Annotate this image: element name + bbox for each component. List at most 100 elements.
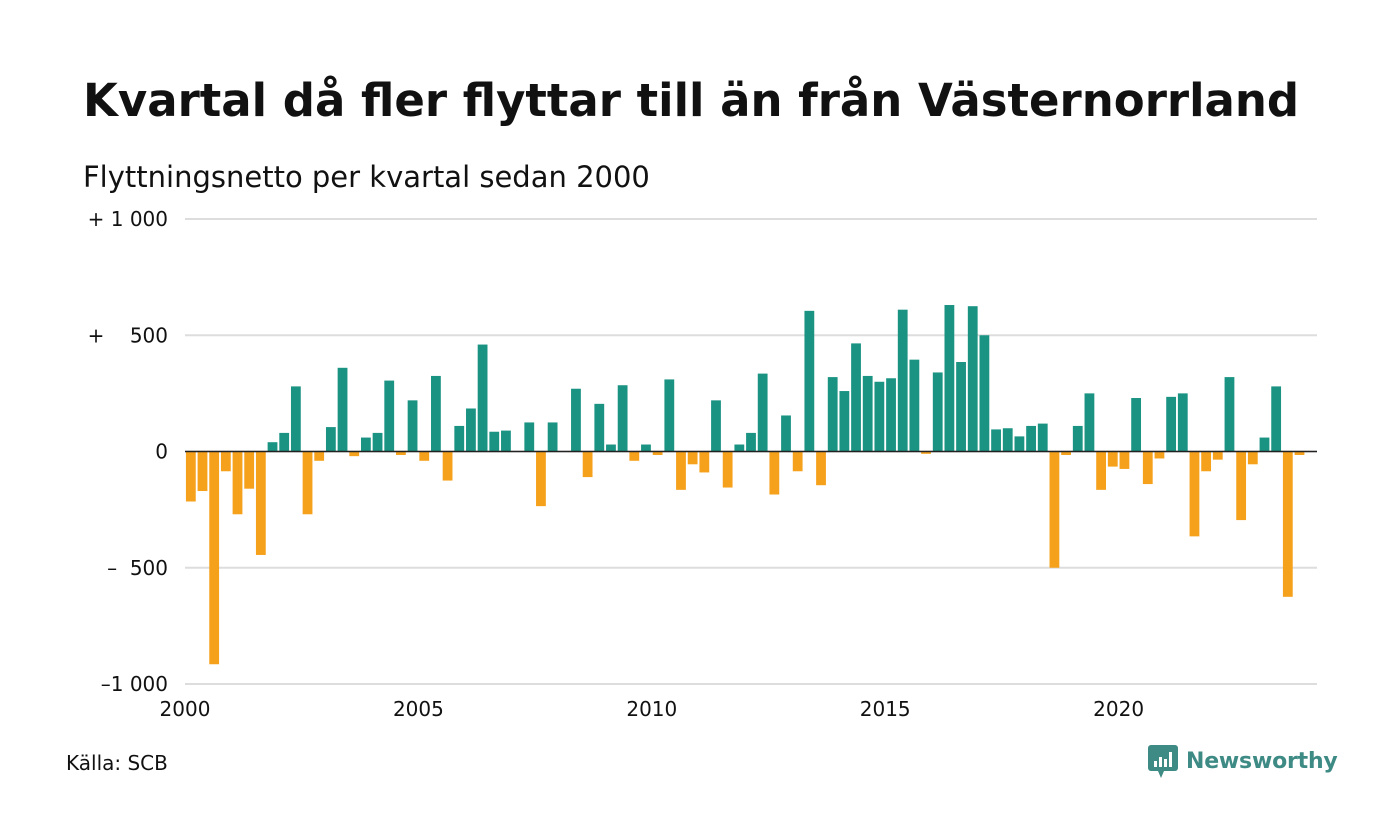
bars: [185, 305, 1305, 665]
brand-logo: Newsworthy: [1148, 742, 1338, 780]
bar-2012K4: [781, 415, 791, 452]
x-tick-label: 2015: [860, 697, 911, 721]
chart-title: Kvartal då fler flyttar till än från Väs…: [83, 74, 1300, 127]
bar-2006K1: [466, 408, 476, 452]
bar-2003K3: [349, 451, 360, 457]
bar-2022K3: [1236, 451, 1247, 521]
bar-2017K2: [991, 429, 1001, 452]
bar-2019K3: [1096, 451, 1106, 490]
bar-2000K2: [197, 451, 208, 492]
bar-2021K2: [1177, 393, 1188, 452]
bar-2017K1: [979, 335, 990, 452]
bar-2019K1: [1072, 425, 1083, 452]
bar-2013K3: [816, 451, 826, 486]
bar-2014K3: [862, 375, 873, 452]
bar-2017K3: [1002, 428, 1013, 452]
bar-2007K3: [536, 451, 546, 507]
bar-2010K2: [664, 379, 675, 452]
source-note: Källa: SCB: [66, 751, 168, 775]
bar-2015K4: [921, 451, 931, 454]
bar-2014K1: [839, 391, 850, 452]
bar-2011K2: [711, 400, 721, 452]
x-tick-label: 2010: [626, 697, 677, 721]
bar-2023K2: [1271, 386, 1282, 452]
bar-2023K1: [1259, 437, 1270, 452]
bar-2014K2: [851, 343, 861, 452]
bar-2007K2: [524, 422, 535, 452]
bar-2009K2: [617, 385, 628, 452]
bar-2021K3: [1189, 451, 1200, 537]
bar-2004K4: [407, 400, 418, 452]
bar-2002K3: [302, 451, 313, 515]
y-tick-label: 0: [155, 440, 168, 464]
bar-2009K1: [606, 444, 616, 452]
bar-2014K4: [874, 381, 885, 452]
bar-2010K3: [676, 451, 686, 490]
bar-2020K2: [1131, 398, 1142, 452]
y-tick-label: – 500: [107, 556, 168, 580]
bar-2003K1: [325, 427, 336, 452]
bar-2003K4: [360, 437, 371, 452]
bar-2002K2: [290, 386, 301, 452]
y-tick-label: –1 000: [101, 672, 168, 696]
bar-2001K4: [267, 442, 278, 452]
x-tick-label: 2000: [160, 697, 211, 721]
bar-2005K4: [454, 425, 465, 452]
bar-2016K4: [967, 306, 978, 452]
bar-2013K1: [792, 451, 803, 472]
bar-2004K1: [372, 432, 383, 452]
bar-2019K2: [1084, 393, 1095, 452]
bar-2005K1: [419, 451, 430, 461]
bar-2018K2: [1037, 423, 1048, 452]
bar-2000K4: [220, 451, 231, 472]
bar-2002K1: [279, 432, 290, 452]
bar-2012K1: [746, 432, 756, 452]
bar-2013K2: [804, 310, 815, 452]
bar-2018K4: [1061, 451, 1071, 455]
bar-2011K4: [734, 444, 745, 452]
bar-2018K1: [1026, 425, 1036, 452]
bar-2017K4: [1014, 436, 1025, 452]
bar-2015K1: [886, 378, 896, 452]
bar-2002K4: [314, 451, 325, 461]
bar-2018K3: [1049, 451, 1060, 568]
bar-2009K3: [629, 451, 640, 461]
bar-2019K4: [1107, 451, 1118, 467]
bar-2005K2: [431, 375, 441, 452]
bar-2012K3: [769, 451, 780, 495]
bar-2001K2: [244, 451, 255, 489]
bar-2003K2: [337, 367, 348, 452]
bar-2012K2: [757, 373, 768, 452]
bar-2007K4: [547, 422, 558, 452]
bar-2020K4: [1154, 451, 1165, 459]
x-axis-labels: 2000 2005 2010 2015 2020: [160, 697, 1145, 721]
brand-name: Newsworthy: [1186, 748, 1338, 774]
bar-2006K2: [477, 344, 488, 452]
bar-2004K3: [396, 451, 406, 455]
bar-2004K2: [384, 380, 395, 452]
bar-2016K3: [956, 361, 966, 452]
bar-2011K1: [699, 451, 710, 473]
bar-2009K4: [641, 444, 651, 452]
bar-2020K1: [1119, 451, 1130, 469]
bar-2000K3: [209, 451, 220, 665]
newsworthy-logo-icon: [1148, 745, 1178, 778]
bar-2008K4: [594, 403, 605, 452]
bar-2020K3: [1142, 451, 1153, 485]
y-tick-label: + 500: [88, 323, 168, 347]
x-tick-label: 2005: [393, 697, 444, 721]
bar-2010K4: [687, 451, 698, 465]
bar-2015K3: [909, 359, 920, 452]
bar-2013K4: [827, 377, 838, 452]
bar-2008K3: [582, 451, 593, 478]
bar-2005K3: [442, 451, 453, 481]
bar-2016K1: [932, 372, 943, 452]
x-tick-label: 2020: [1093, 697, 1144, 721]
bar-2022K2: [1224, 377, 1235, 452]
y-tick-label: + 1 000: [88, 207, 168, 231]
bar-2021K4: [1201, 451, 1212, 472]
bar-2000K1: [185, 451, 196, 502]
bar-chart: + 1 000 + 500 0 – 500 –1 000 2000 2005 2010 201…: [88, 207, 1317, 721]
bar-2001K1: [232, 451, 243, 515]
bar-2011K3: [722, 451, 733, 488]
